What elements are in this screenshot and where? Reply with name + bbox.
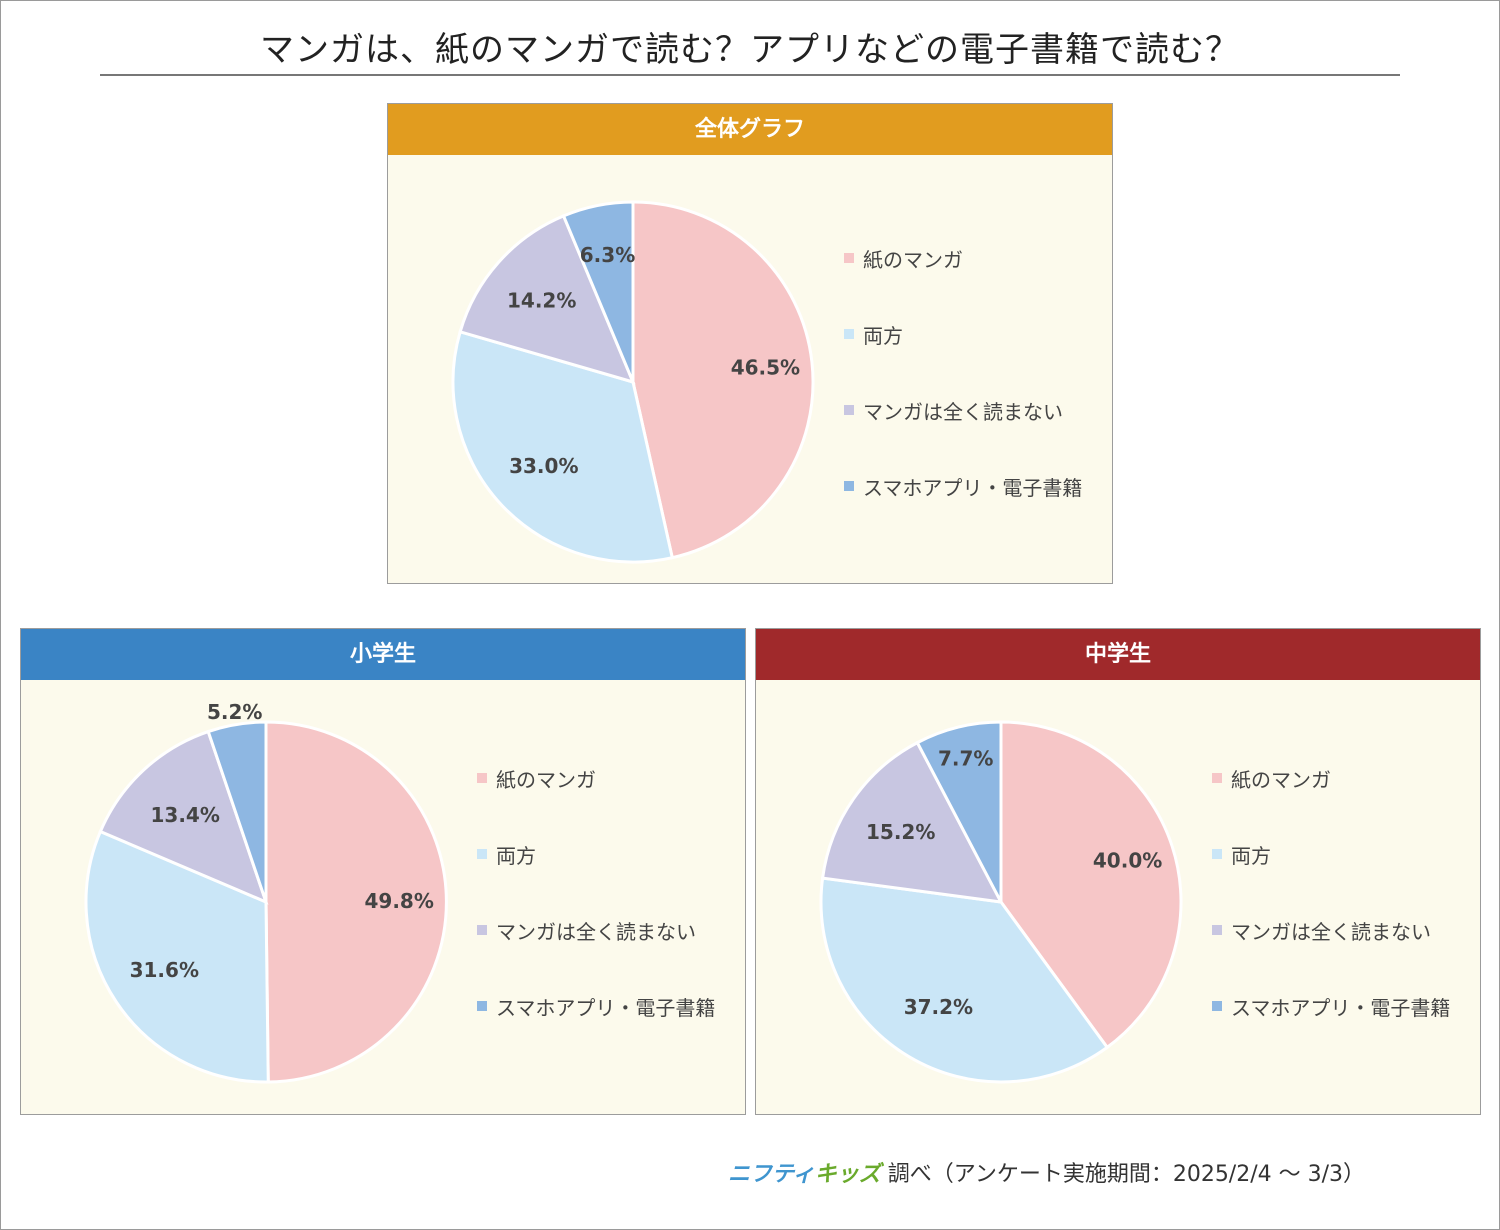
data-label-no-manga: 13.4% [151, 803, 220, 827]
legend-label: 両方 [863, 324, 903, 348]
elementary-chart-title: 小学生 [21, 629, 745, 680]
data-label-both: 33.0% [509, 454, 578, 478]
pie-slice-paper-manga [631, 200, 815, 560]
legend-item-paper-manga: 紙のマンガ [1212, 764, 1450, 840]
pie-slice-both [819, 876, 1110, 1084]
legend-swatch [477, 849, 487, 859]
legend-label: マンガは全く読まない [1231, 920, 1431, 944]
legend-label: マンガは全く読まない [863, 400, 1063, 424]
pie-slice-app-ebook [915, 720, 1003, 903]
pie-slice-no-manga [98, 729, 269, 905]
legend-item-paper-manga: 紙のマンガ [477, 764, 715, 840]
data-label-no-manga: 14.2% [507, 289, 576, 313]
pie-slice-no-manga [820, 740, 1004, 904]
title-divider [100, 74, 1400, 76]
legend-item-both: 両方 [844, 320, 1082, 396]
data-label-paper-manga: 40.0% [1093, 849, 1162, 873]
legend-label: 両方 [496, 844, 536, 868]
legend-swatch [477, 925, 487, 935]
overall-chart-panel: 全体グラフ 46.5% 33.0% 14.2% 6.3% 紙のマンガ両方マンガは全く読… [387, 103, 1113, 584]
legend-label: 両方 [1231, 844, 1271, 868]
junior-high-chart-title: 中学生 [756, 629, 1480, 680]
legend-swatch [477, 773, 487, 783]
page-title: マンガは、紙のマンガで読む？アプリなどの電子書籍で読む？ [260, 30, 1240, 70]
elementary-chart-panel: 小学生 49.8% 31.6% 13.4% 5.2% 紙のマンガ両方マンガは全く読まな… [20, 628, 746, 1115]
legend-swatch [844, 329, 854, 339]
data-label-both: 37.2% [904, 995, 973, 1019]
legend-swatch [844, 253, 854, 263]
elementary-legend: 紙のマンガ両方マンガは全く読まない スマホアプリ・電子書籍 [477, 764, 715, 1068]
legend-item-no-manga: マンガは全く読まない [1212, 916, 1450, 992]
legend-label: 紙のマンガ [863, 248, 963, 272]
data-label-app-ebook: 5.2% [207, 700, 262, 724]
legend-item-app-ebook: スマホアプリ・電子書籍 [844, 472, 1082, 548]
legend-swatch [477, 1001, 487, 1011]
legend-label: スマホアプリ・電子書籍 [496, 996, 716, 1020]
legend-swatch [1212, 773, 1222, 783]
logo-nifty: ニフティ [728, 1162, 815, 1187]
legend-swatch [844, 405, 854, 415]
pie-slice-app-ebook [206, 720, 268, 903]
legend-label: マンガは全く読まない [496, 920, 696, 944]
legend-item-app-ebook: スマホアプリ・電子書籍 [477, 992, 715, 1068]
data-label-both: 31.6% [130, 958, 199, 982]
data-label-paper-manga: 49.8% [365, 889, 434, 913]
legend-item-app-ebook: スマホアプリ・電子書籍 [1212, 992, 1450, 1068]
legend-swatch [1212, 1001, 1222, 1011]
data-label-no-manga: 15.2% [866, 820, 935, 844]
logo-kids: キッズ [814, 1162, 881, 1187]
legend-item-both: 両方 [1212, 840, 1450, 916]
legend-swatch [1212, 925, 1222, 935]
legend-label: 紙のマンガ [496, 768, 596, 792]
legend-swatch [844, 481, 854, 491]
legend-label: スマホアプリ・電子書籍 [1231, 996, 1451, 1020]
overall-legend: 紙のマンガ両方マンガは全く読まない スマホアプリ・電子書籍 [844, 244, 1082, 548]
source-note-text: 調べ（アンケート実施期間：2025/2/4 ～ 3/3） [887, 1162, 1366, 1187]
legend-label: スマホアプリ・電子書籍 [863, 476, 1083, 500]
junior-high-chart-panel: 中学生 40.0% 37.2% 15.2% 7.7% 紙のマンガ両方マンガは全く読まな… [755, 628, 1481, 1115]
pie-slice-both [451, 329, 675, 564]
pie-slice-app-ebook [561, 200, 635, 383]
legend-item-both: 両方 [477, 840, 715, 916]
overall-chart-title: 全体グラフ [388, 104, 1112, 155]
legend-label: 紙のマンガ [1231, 768, 1331, 792]
pie-slice-no-manga [458, 213, 636, 385]
pie-slice-both [84, 829, 270, 1084]
legend-item-no-manga: マンガは全く読まない [477, 916, 715, 992]
pie-slice-paper-manga [999, 720, 1183, 1050]
source-note: ニフティキッズ 調べ（アンケート実施期間：2025/2/4 ～ 3/3） [728, 1156, 1365, 1188]
junior-high-legend: 紙のマンガ両方マンガは全く読まない スマホアプリ・電子書籍 [1212, 764, 1450, 1068]
junior-high-pie-chart: 40.0% 37.2% 15.2% 7.7% [819, 720, 1183, 1084]
pie-slice-paper-manga [264, 720, 448, 1084]
legend-item-paper-manga: 紙のマンガ [844, 244, 1082, 320]
data-label-app-ebook: 6.3% [580, 243, 635, 267]
legend-swatch [1212, 849, 1222, 859]
data-label-app-ebook: 7.7% [938, 747, 993, 771]
data-label-paper-manga: 46.5% [731, 355, 800, 379]
legend-item-no-manga: マンガは全く読まない [844, 396, 1082, 472]
overall-pie-chart: 46.5% 33.0% 14.2%6.3% [451, 200, 815, 564]
elementary-pie-chart: 49.8% 31.6% 13.4% 5.2% [84, 700, 448, 1084]
